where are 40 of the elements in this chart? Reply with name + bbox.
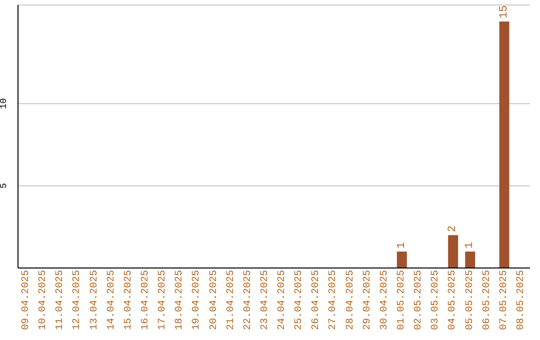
y-tick-label: 10 — [0, 98, 9, 110]
x-tick-label: 03.05.2025 — [430, 270, 442, 330]
x-tick-label: 11.04.2025 — [55, 270, 66, 330]
x-tick-label: 12.04.2025 — [72, 270, 84, 330]
x-tick-label: 14.04.2025 — [106, 270, 118, 330]
x-tick-label: 09.04.2025 — [21, 270, 32, 330]
x-tick-label: 18.04.2025 — [174, 270, 186, 330]
x-tick-label: 06.05.2025 — [482, 270, 493, 330]
x-tick-label: 04.05.2025 — [448, 270, 459, 330]
x-tick-label: 27.04.2025 — [328, 270, 340, 330]
x-tick-label: 23.04.2025 — [260, 270, 271, 330]
data-label: 1 — [396, 242, 408, 249]
x-tick-label: 08.05.2025 — [516, 270, 527, 330]
x-tick-label: 13.04.2025 — [89, 270, 100, 330]
x-tick-label: 22.04.2025 — [242, 270, 254, 330]
x-tick-label: 30.04.2025 — [379, 270, 390, 330]
x-tick-label: 17.04.2025 — [158, 270, 169, 330]
x-tick-label: 07.05.2025 — [498, 270, 510, 330]
x-tick-label: 29.04.2025 — [362, 270, 374, 330]
bar — [448, 235, 458, 268]
x-tick-label: 20.04.2025 — [208, 270, 220, 330]
x-tick-label: 01.05.2025 — [396, 270, 408, 330]
x-tick-label: 19.04.2025 — [192, 270, 203, 330]
x-tick-label: 02.05.2025 — [414, 270, 425, 330]
x-tick-label: 10.04.2025 — [38, 270, 50, 330]
x-tick-label: 21.04.2025 — [226, 270, 237, 330]
bar — [499, 21, 510, 268]
x-tick-label: 26.04.2025 — [311, 270, 322, 330]
data-label: 2 — [447, 226, 460, 232]
x-tick-label: 05.05.2025 — [464, 270, 476, 330]
x-tick-label: 28.04.2025 — [345, 270, 356, 330]
data-label: 15 — [498, 5, 510, 18]
x-tick-label: 24.04.2025 — [277, 270, 288, 330]
x-tick-label: 15.04.2025 — [123, 270, 134, 330]
bar — [396, 252, 407, 268]
x-tick-label: 25.04.2025 — [294, 270, 306, 330]
x-tick-label: 16.04.2025 — [140, 270, 152, 330]
bar — [465, 252, 476, 268]
y-tick-label: 5 — [0, 183, 9, 189]
data-label: 1 — [464, 242, 476, 249]
